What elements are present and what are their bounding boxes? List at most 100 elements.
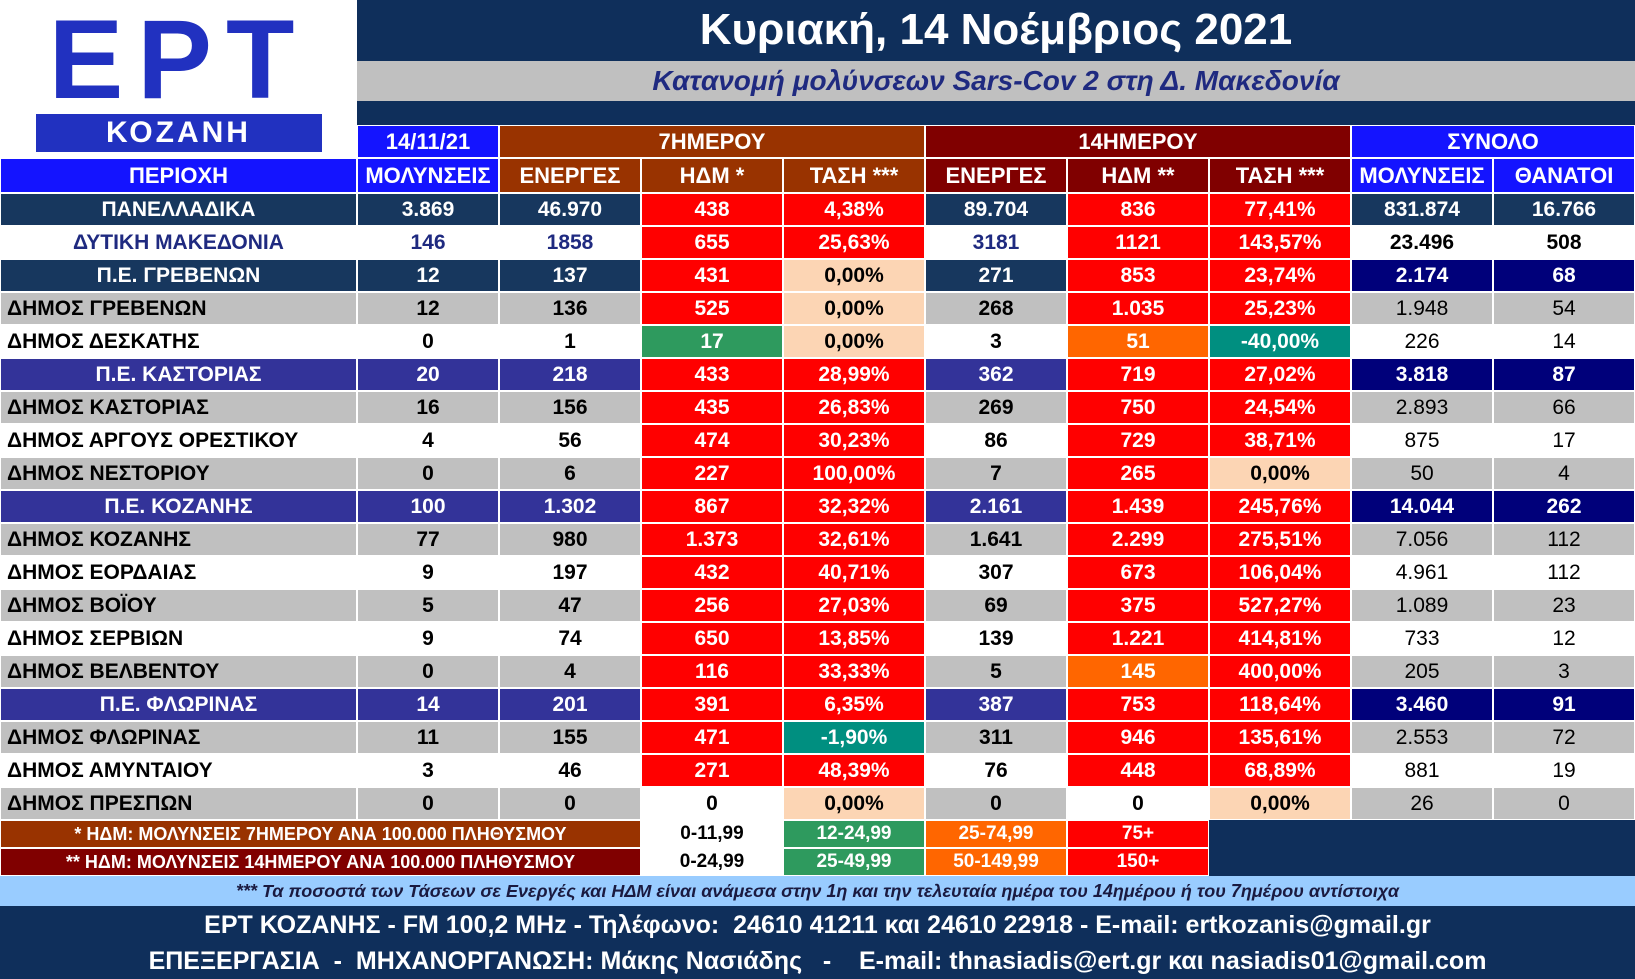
data-cell: 307 — [925, 556, 1067, 589]
data-cell: 155 — [499, 721, 641, 754]
column-header: ΤΑΣΗ *** — [783, 158, 925, 193]
data-cell: 733 — [1351, 622, 1493, 655]
data-cell: 265 — [1067, 457, 1209, 490]
data-cell: 23 — [1493, 589, 1635, 622]
data-cell: 69 — [925, 589, 1067, 622]
data-cell: 0,00% — [1209, 457, 1351, 490]
data-cell: 54 — [1493, 292, 1635, 325]
data-cell: 87 — [1493, 358, 1635, 391]
data-cell: 28,99% — [783, 358, 925, 391]
region-cell: ΔΗΜΟΣ ΠΡΕΣΠΩΝ — [0, 787, 357, 820]
data-cell: 100 — [357, 490, 499, 523]
data-cell: 68 — [1493, 259, 1635, 292]
data-cell: 6 — [499, 457, 641, 490]
page-subtitle: Κατανομή μολύνσεων Sars-Cov 2 στη Δ. Μακ… — [357, 61, 1635, 101]
data-cell: 11 — [357, 721, 499, 754]
data-cell: 0,00% — [1209, 787, 1351, 820]
data-cell: 0,00% — [783, 325, 925, 358]
data-cell: 0,00% — [783, 787, 925, 820]
data-cell: -1,90% — [783, 721, 925, 754]
column-header: ΤΑΣΗ *** — [1209, 158, 1351, 193]
data-cell: 116 — [641, 655, 783, 688]
logo-title: ΕΡΤ — [48, 0, 309, 122]
data-cell: 3 — [925, 325, 1067, 358]
legend-range: 25-49,99 — [783, 848, 925, 876]
data-cell: 4 — [499, 655, 641, 688]
data-cell: 673 — [1067, 556, 1209, 589]
data-cell: 750 — [1067, 391, 1209, 424]
group-header: 7ΗΜΕΡΟΥ — [499, 125, 925, 158]
data-cell: 106,04% — [1209, 556, 1351, 589]
legend-range: 75+ — [1067, 820, 1209, 848]
data-cell: 3.818 — [1351, 358, 1493, 391]
data-cell: 12 — [357, 292, 499, 325]
data-cell: 91 — [1493, 688, 1635, 721]
data-cell: 14.044 — [1351, 490, 1493, 523]
data-cell: 525 — [641, 292, 783, 325]
data-cell: 33,33% — [783, 655, 925, 688]
data-cell: 414,81% — [1209, 622, 1351, 655]
data-cell: 40,71% — [783, 556, 925, 589]
data-cell: 2.161 — [925, 490, 1067, 523]
legend-range: 50-149,99 — [925, 848, 1067, 876]
data-cell: 38,71% — [1209, 424, 1351, 457]
region-cell: Π.Ε. ΚΑΣΤΟΡΙΑΣ — [0, 358, 357, 391]
data-cell: 831.874 — [1351, 193, 1493, 226]
data-cell: 201 — [499, 688, 641, 721]
data-cell: 0 — [1067, 787, 1209, 820]
data-cell: 527,27% — [1209, 589, 1351, 622]
data-cell: 2.893 — [1351, 391, 1493, 424]
data-cell: 139 — [925, 622, 1067, 655]
data-cell: 14 — [357, 688, 499, 721]
column-header: ΕΝΕΡΓΕΣ — [499, 158, 641, 193]
data-cell: 3.460 — [1351, 688, 1493, 721]
data-cell: 271 — [925, 259, 1067, 292]
data-cell: 5 — [925, 655, 1067, 688]
data-cell: 16 — [357, 391, 499, 424]
data-cell: 0 — [1493, 787, 1635, 820]
data-cell: 7 — [925, 457, 1067, 490]
data-cell: 25,63% — [783, 226, 925, 259]
data-cell: 753 — [1067, 688, 1209, 721]
data-cell: 448 — [1067, 754, 1209, 787]
region-cell: ΔΗΜΟΣ ΑΜΥΝΤΑΙΟΥ — [0, 754, 357, 787]
region-cell: ΔΗΜΟΣ ΒΟΪΟΥ — [0, 589, 357, 622]
data-cell: 26 — [1351, 787, 1493, 820]
legend-range: 150+ — [1067, 848, 1209, 876]
data-cell: 56 — [499, 424, 641, 457]
data-cell: 1858 — [499, 226, 641, 259]
data-cell: 6,35% — [783, 688, 925, 721]
region-cell: ΔΗΜΟΣ ΚΟΖΑΝΗΣ — [0, 523, 357, 556]
data-cell: 0,00% — [783, 259, 925, 292]
region-cell: ΔΗΜΟΣ ΓΡΕΒΕΝΩΝ — [0, 292, 357, 325]
data-cell: 47 — [499, 589, 641, 622]
data-cell: 1.641 — [925, 523, 1067, 556]
data-cell: 1 — [499, 325, 641, 358]
data-cell: 46 — [499, 754, 641, 787]
data-cell: 435 — [641, 391, 783, 424]
data-cell: 400,00% — [1209, 655, 1351, 688]
header-strip — [357, 101, 1635, 125]
data-cell: 48,39% — [783, 754, 925, 787]
data-cell: 77,41% — [1209, 193, 1351, 226]
data-cell: 1.948 — [1351, 292, 1493, 325]
data-cell: 17 — [1493, 424, 1635, 457]
data-cell: 4,38% — [783, 193, 925, 226]
data-cell: 391 — [641, 688, 783, 721]
data-cell: 26,83% — [783, 391, 925, 424]
data-cell: 137 — [499, 259, 641, 292]
region-cell: ΠΑΝΕΛΛΑΔΙΚΑ — [0, 193, 357, 226]
data-cell: 2.299 — [1067, 523, 1209, 556]
data-cell: 23,74% — [1209, 259, 1351, 292]
data-cell: 9 — [357, 556, 499, 589]
data-cell: 135,61% — [1209, 721, 1351, 754]
data-cell: 4 — [1493, 457, 1635, 490]
data-cell: 3181 — [925, 226, 1067, 259]
region-cell: ΔΗΜΟΣ ΝΕΣΤΟΡΙΟΥ — [0, 457, 357, 490]
data-cell: 9 — [357, 622, 499, 655]
data-cell: 16.766 — [1493, 193, 1635, 226]
data-cell: 20 — [357, 358, 499, 391]
data-cell: 1.373 — [641, 523, 783, 556]
data-cell: 387 — [925, 688, 1067, 721]
